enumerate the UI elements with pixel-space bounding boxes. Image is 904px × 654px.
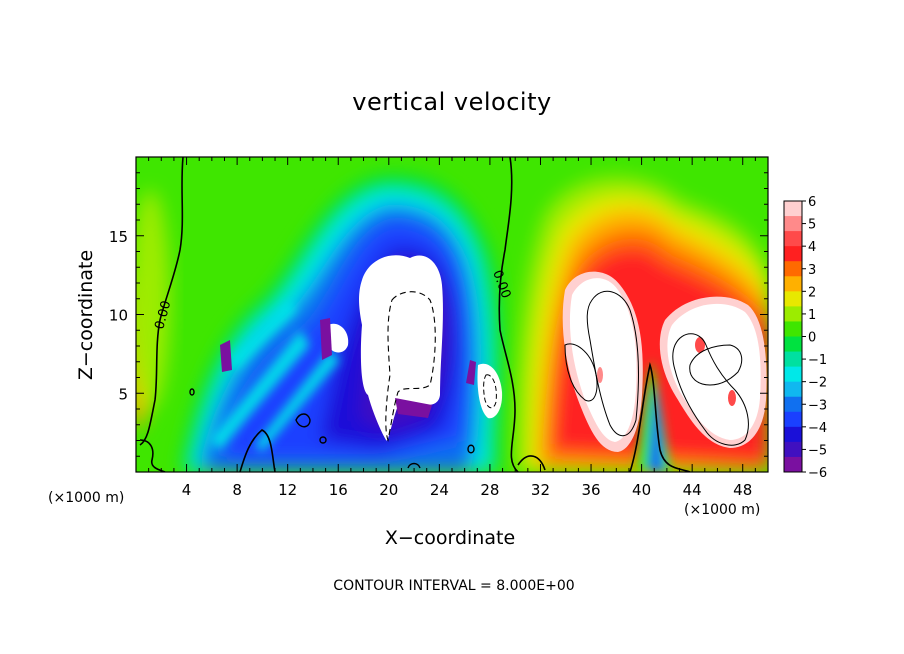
- colorbar-swatch: [784, 201, 802, 217]
- x-tick-label: 12: [278, 481, 297, 499]
- contour-interval-note: CONTOUR INTERVAL = 8.000E+00: [0, 578, 904, 594]
- contour-label-left: 0.00: [152, 299, 174, 331]
- colorbar-swatch: [784, 321, 802, 337]
- colorbar-swatch: [784, 396, 802, 413]
- x-axis-label: X−coordinate: [0, 527, 904, 549]
- colorbar-swatch: [784, 426, 802, 443]
- x-tick-label: 4: [182, 481, 192, 499]
- x-tick-label: 16: [329, 481, 348, 499]
- contour-lines: [139, 157, 749, 472]
- y-tick-label: 15: [109, 228, 128, 246]
- chart-title: vertical velocity: [352, 88, 552, 116]
- colorbar-swatch: [784, 231, 802, 247]
- colorbar-swatch: [784, 366, 802, 383]
- x-tick-label: 20: [379, 481, 398, 499]
- colorbar-swatch: [784, 381, 802, 398]
- x-axis-unit: (×1000 m): [684, 502, 761, 518]
- colorbar-label: 0: [808, 331, 816, 346]
- x-tick-label: 8: [232, 481, 242, 499]
- colorbar-label: −6: [808, 466, 827, 481]
- colorbar-label: −4: [808, 421, 827, 436]
- colorbar-swatch: [784, 441, 802, 458]
- colorbar-swatch: [784, 246, 802, 262]
- colorbar-label: 4: [808, 240, 816, 255]
- x-tick-label: 44: [683, 481, 702, 499]
- colorbar-swatch: [784, 336, 802, 353]
- colorbar-swatch: [784, 261, 802, 277]
- colorbar-label: 5: [808, 218, 816, 233]
- velocity-field: [136, 157, 768, 472]
- y-axis-label: Z−coordinate: [75, 249, 97, 381]
- y-axis-unit: (×1000 m): [48, 490, 125, 506]
- x-tick-label: 28: [480, 481, 499, 499]
- colorbar-swatch: [784, 291, 802, 307]
- x-tick-label: 32: [531, 481, 550, 499]
- y-tick-label: 5: [118, 385, 128, 403]
- x-tick-label: 48: [733, 481, 752, 499]
- colorbar-label: −1: [808, 353, 827, 368]
- x-axis: 4 8 12 16 20 24 28 32 36 40 44 48: [148, 157, 756, 499]
- y-tick-label: 10: [109, 307, 128, 325]
- x-axis-label-text: X−coordinate: [384, 527, 516, 549]
- y-axis: 5 10 15: [109, 172, 768, 457]
- colorbar-label: −2: [808, 376, 827, 391]
- x-tick-label: 36: [581, 481, 600, 499]
- colorbar-swatch: [784, 411, 802, 428]
- colorbar-label: 6: [808, 195, 816, 210]
- colorbar-swatch: [784, 456, 802, 473]
- colorbar-label: −3: [808, 398, 827, 413]
- colorbar-label: 3: [808, 263, 816, 278]
- colorbar-label: 2: [808, 285, 816, 300]
- x-tick-label: 24: [430, 481, 449, 499]
- colorbar-label: −5: [808, 443, 827, 458]
- colorbar-swatch: [784, 276, 802, 292]
- x-tick-label: 40: [632, 481, 651, 499]
- colorbar-swatch: [784, 351, 802, 368]
- contour-interval-text: CONTOUR INTERVAL = 8.000E+00: [333, 578, 575, 594]
- colorbar-label: 1: [808, 308, 816, 323]
- colorbar-swatch: [784, 216, 802, 232]
- colorbar: 6 5 4 3 2 1 0 −1 −2 −3 −4 −5 −6: [783, 195, 827, 481]
- colorbar-swatch: [784, 306, 802, 322]
